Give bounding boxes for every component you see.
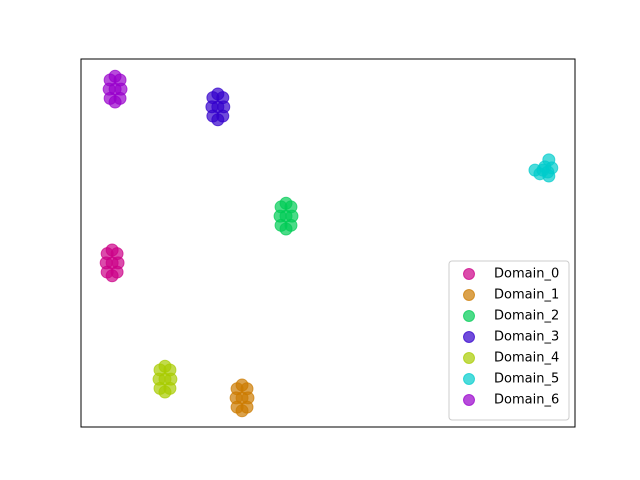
point (279, 222, 293, 236)
point (235, 378, 249, 392)
point (114, 82, 128, 96)
point (229, 391, 243, 405)
point (285, 209, 299, 223)
legend-label: Domain_3 (494, 330, 559, 345)
point (108, 95, 122, 109)
legend-label: Domain_2 (494, 309, 559, 324)
legend-label: Domain_6 (494, 393, 559, 408)
point (158, 385, 172, 399)
legend-label: Domain_4 (494, 351, 559, 366)
point (211, 87, 225, 101)
point (241, 391, 255, 405)
legend-label: Domain_5 (494, 372, 559, 387)
legend-marker (463, 331, 475, 343)
point (102, 82, 116, 96)
point (105, 243, 119, 257)
point (541, 165, 555, 179)
point (108, 69, 122, 83)
legend-label: Domain_1 (494, 288, 559, 303)
point (211, 113, 225, 127)
legend-marker (463, 352, 475, 364)
point (105, 269, 119, 283)
legend-label: Domain_0 (494, 267, 559, 282)
point (205, 100, 219, 114)
point (111, 256, 125, 270)
point (158, 359, 172, 373)
legend-marker (463, 268, 475, 280)
legend-marker (463, 310, 475, 322)
point (273, 209, 287, 223)
legend-marker (463, 289, 475, 301)
point (152, 372, 166, 386)
point (279, 196, 293, 210)
legend-box (448, 260, 570, 421)
point (235, 404, 249, 418)
legend-marker (463, 373, 475, 385)
axes-frame (80, 58, 576, 428)
point (99, 256, 113, 270)
point (164, 372, 178, 386)
point (217, 100, 231, 114)
legend-marker (463, 394, 475, 406)
